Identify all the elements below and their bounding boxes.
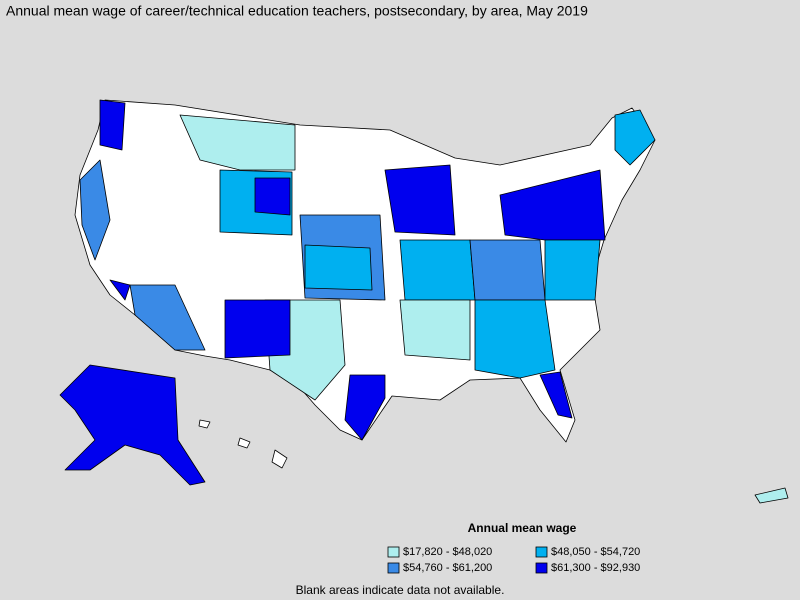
- region: [109, 279, 131, 301]
- region: [539, 371, 573, 419]
- map-title: Annual mean wage of career/technical edu…: [6, 3, 588, 19]
- hawaii: [198, 419, 211, 429]
- legend-label: $17,820 - $48,020: [403, 546, 492, 558]
- legend-swatch: [387, 562, 400, 574]
- legend-swatch: [535, 546, 548, 558]
- region: [254, 177, 291, 216]
- legend-label: $54,760 - $61,200: [403, 562, 492, 574]
- hawaii: [237, 437, 251, 449]
- region: [79, 159, 111, 261]
- legend-label: $48,050 - $54,720: [551, 546, 640, 558]
- region: [129, 284, 206, 351]
- region: [304, 244, 373, 291]
- legend-swatch: [535, 562, 548, 574]
- legend-label: $61,300 - $92,930: [551, 562, 640, 574]
- region: [614, 109, 656, 166]
- hawaii: [271, 449, 288, 469]
- legend-title: Annual mean wage: [468, 521, 577, 535]
- region: [474, 299, 556, 379]
- region: [399, 299, 471, 361]
- puerto-rico: [754, 487, 789, 504]
- region: [179, 114, 296, 171]
- region: [469, 239, 546, 301]
- note: Blank areas indicate data not available.: [296, 583, 505, 597]
- alaska: [59, 364, 206, 486]
- region: [99, 99, 126, 151]
- region: [344, 374, 386, 441]
- legend: $17,820 - $48,020 $48,050 - $54,720 $54,76…: [387, 546, 640, 574]
- region: [224, 299, 291, 359]
- region: [544, 239, 601, 301]
- region: [399, 239, 476, 301]
- legend-swatch: [387, 546, 400, 558]
- region: [384, 164, 456, 236]
- us-map: [59, 99, 789, 504]
